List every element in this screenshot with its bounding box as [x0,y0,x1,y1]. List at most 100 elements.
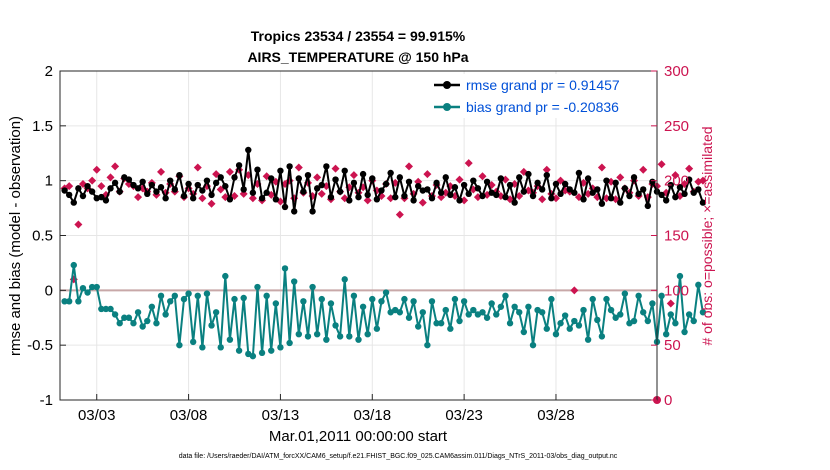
rmse-point-67 [369,175,376,182]
rmse-point-135 [681,190,688,198]
bias-point-9 [102,305,110,313]
obs-assimilated-point-136 [685,164,694,173]
rmse-point-46 [272,196,280,203]
rmse-point-110 [566,186,573,193]
bias-point-37 [231,295,238,303]
rmse-point-80 [428,195,436,202]
bias-point-84 [447,325,454,332]
rmse-point-114 [584,175,592,182]
bias-point-80 [428,298,436,305]
bias-point-23 [167,298,174,305]
obs-assimilated-point-59 [331,164,340,173]
rmse-point-53 [304,171,312,179]
rmse-point-35 [222,182,229,190]
bias-point-91 [479,309,486,316]
bias-point-16 [134,309,142,316]
x-tick-label-4: 03/23 [445,407,483,424]
rmse-point-36 [226,196,234,203]
rmse-point-91 [479,192,486,200]
bias-point-76 [410,298,417,305]
chart-subtitle: AIRS_TEMPERATURE @ 150 hPa [247,49,468,65]
bias-point-137 [690,317,697,325]
obs-assimilated-point-66 [363,196,372,205]
obs-assimilated-point-104 [538,195,547,204]
rmse-point-138 [695,186,702,193]
rmse-point-33 [212,179,220,187]
y-tick-label-4: 1 [45,173,53,190]
bias-point-56 [318,295,325,303]
rmse-series [61,146,707,215]
rmse-point-57 [323,163,330,170]
obs-assimilated-point-111 [570,286,579,295]
y2-tick-label-5: 250 [664,118,689,135]
bias-point-98 [511,303,518,310]
rmse-point-139 [699,199,707,206]
x-tick-label-3: 03/18 [354,407,392,424]
bias-point-3 [75,298,82,305]
rmse-point-131 [662,197,670,204]
obs-assimilated-point-63 [349,171,358,180]
obs-assimilated-point-91 [478,172,487,181]
rmse-point-61 [341,167,348,174]
bias-point-128 [649,300,656,307]
bias-point-13 [121,314,128,321]
obs-assimilated-point-36 [225,167,234,176]
rmse-point-111 [571,189,578,196]
bias-point-102 [529,341,537,349]
bias-point-44 [263,292,270,300]
rmse-point-113 [580,196,587,203]
rmse-point-105 [543,171,550,179]
bias-point-132 [667,311,674,318]
bias-point-64 [355,336,362,343]
bias-point-54 [309,283,316,291]
obs-assimilated-point-30 [198,194,207,203]
bias-point-33 [212,309,220,316]
bias-point-17 [139,323,146,330]
rmse-point-125 [635,190,642,198]
bias-point-14 [125,314,133,321]
rmse-point-133 [672,193,679,201]
rmse-point-65 [359,170,367,178]
bias-point-111 [571,317,578,325]
rmse-point-30 [199,187,206,194]
rmse-point-106 [548,195,555,202]
bias-point-45 [268,347,275,354]
rmse-point-77 [415,182,422,190]
bias-point-125 [635,292,642,300]
rmse-point-48 [281,203,289,211]
bias-point-2 [70,261,77,269]
bias-point-7 [93,283,100,291]
bias-point-100 [520,328,528,336]
rmse-point-124 [630,174,638,181]
rmse-point-56 [318,181,325,189]
rmse-point-81 [433,179,440,187]
bias-point-75 [405,314,413,321]
bias-point-136 [685,311,693,318]
y-tick-label-1: -0.5 [27,337,53,354]
bias-point-85 [451,295,459,303]
bias-point-130 [658,292,665,300]
bias-point-97 [506,320,514,327]
rmse-point-40 [245,146,252,154]
bias-point-121 [617,311,624,318]
bias-point-4 [79,284,87,292]
bias-point-117 [598,333,606,340]
legend: rmse grand pr = 0.91457 bias grand pr = … [428,74,654,118]
bias-point-87 [460,298,468,305]
obs-assimilated-point-99 [515,192,524,201]
rmse-point-104 [538,186,546,193]
bias-point-119 [607,306,615,314]
bias-point-66 [364,331,371,338]
rmse-point-23 [167,177,174,184]
bias-point-122 [621,290,629,297]
obs-assimilated-point-88 [464,159,473,168]
bias-point-25 [176,341,183,349]
bias-point-99 [516,309,523,316]
rmse-point-11 [111,179,119,187]
bias-point-8 [98,305,105,313]
footer-data-file: data file: /Users/raeder/DAI/ATM_forcXX/… [179,453,618,460]
rmse-point-69 [378,187,385,194]
bias-point-67 [369,295,376,303]
rmse-point-100 [520,188,528,195]
rmse-point-18 [144,190,151,198]
